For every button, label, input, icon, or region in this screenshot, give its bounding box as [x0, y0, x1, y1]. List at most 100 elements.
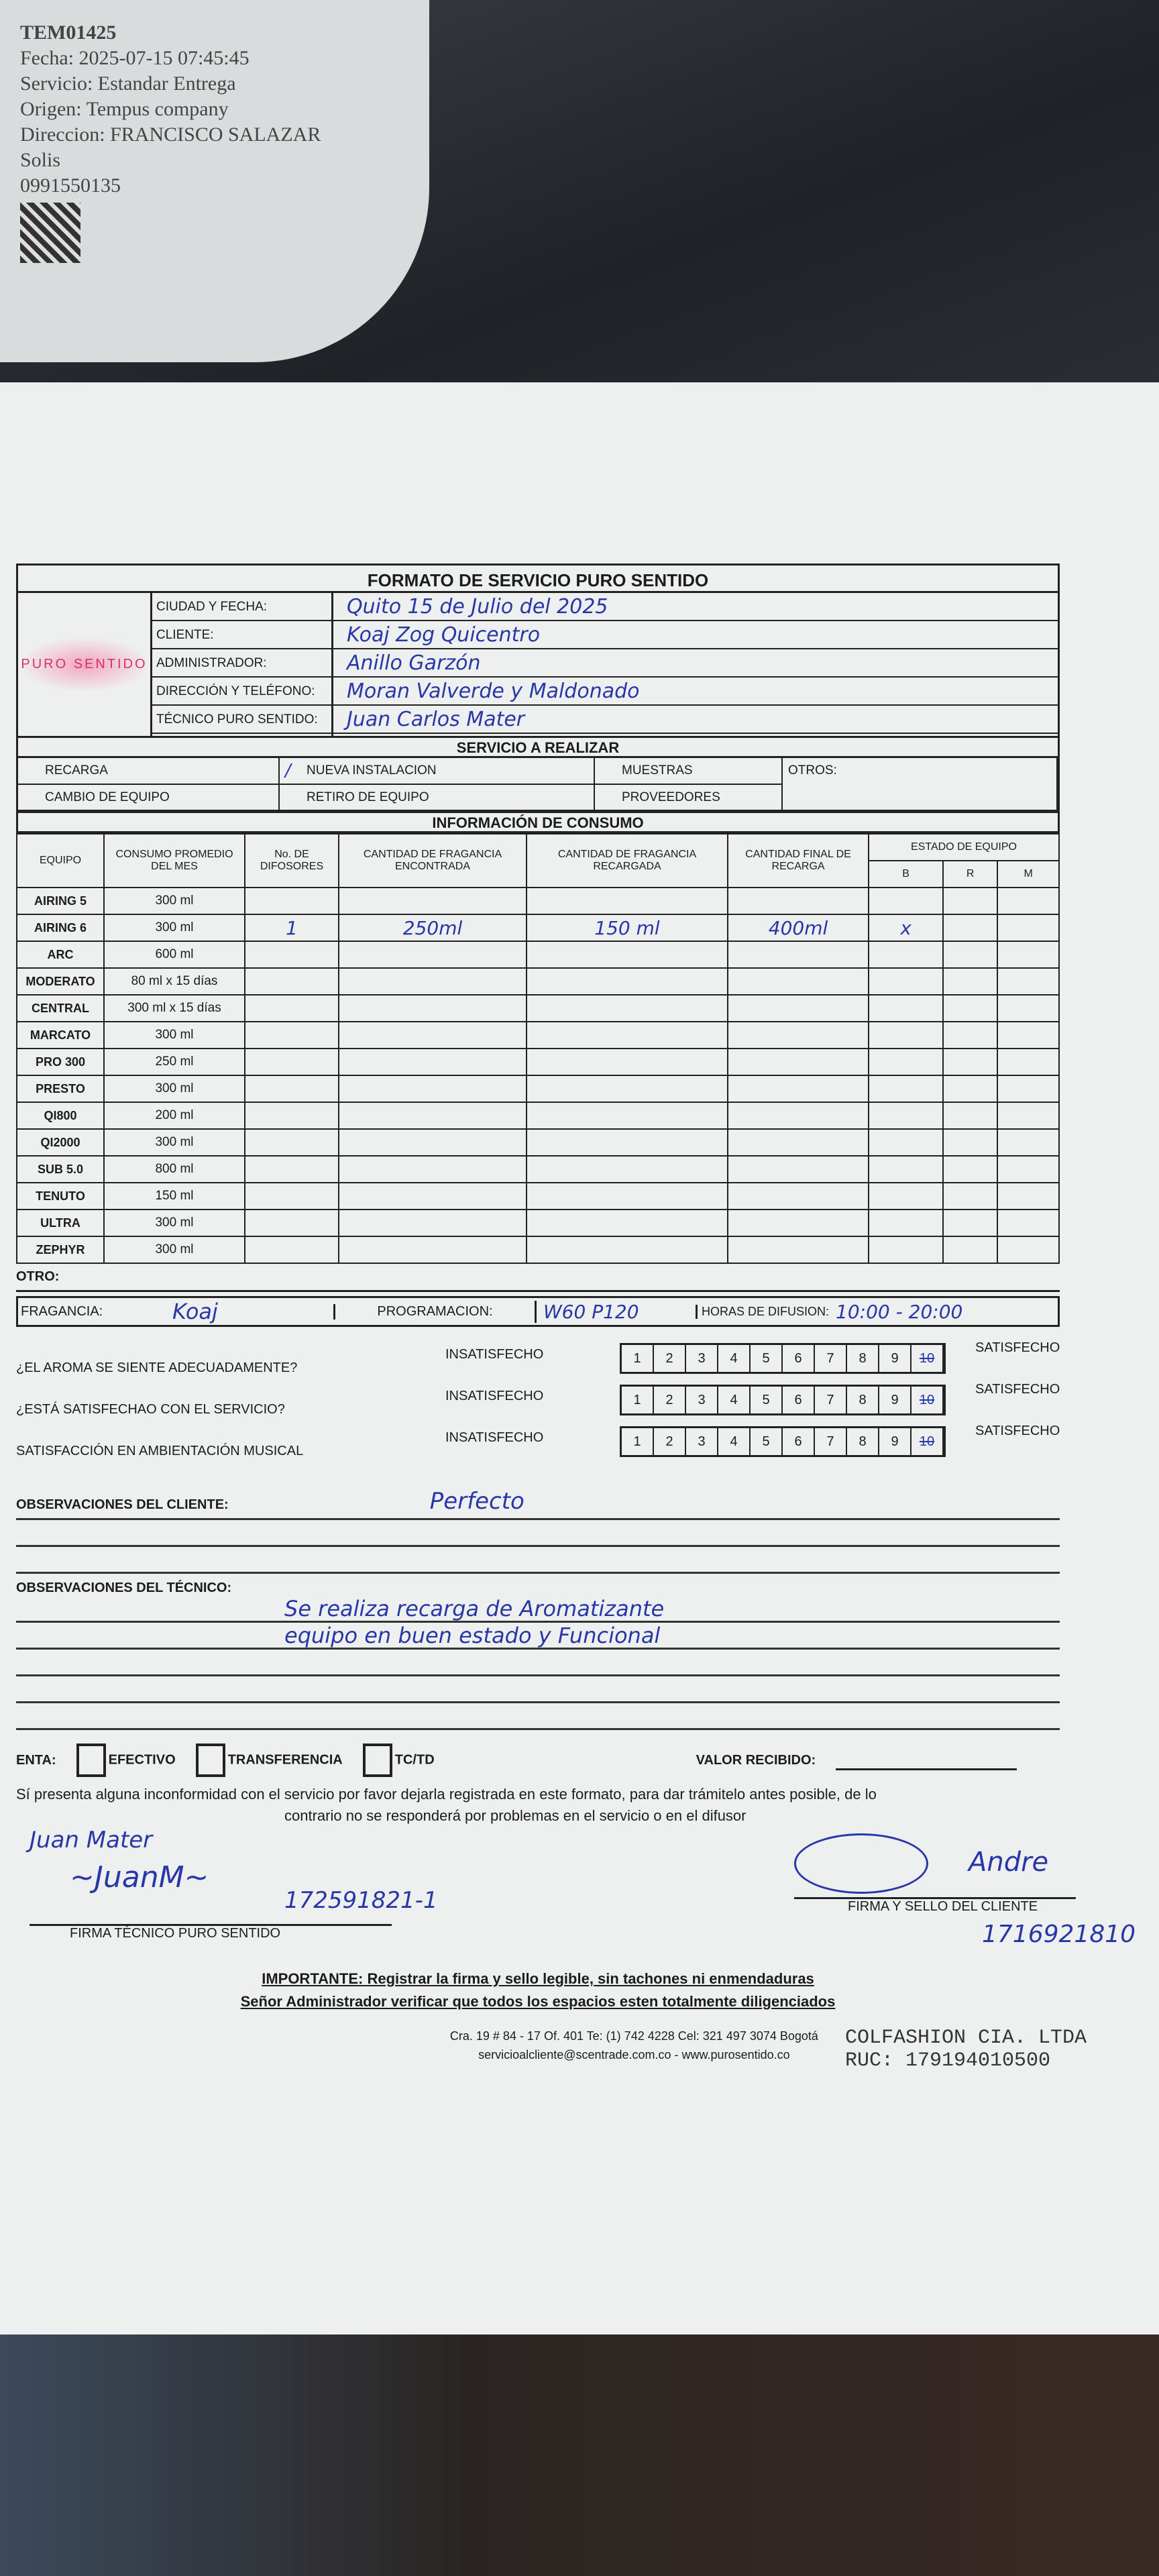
table-cell[interactable]: [997, 1021, 1060, 1049]
table-cell[interactable]: [727, 1048, 869, 1076]
table-cell[interactable]: [338, 1182, 527, 1210]
table-cell[interactable]: 150 ml: [526, 914, 728, 942]
rating-option[interactable]: 6: [783, 1428, 815, 1455]
table-cell[interactable]: [526, 1209, 728, 1237]
rating-option[interactable]: 10: [912, 1345, 944, 1372]
table-cell[interactable]: [244, 1021, 339, 1049]
table-cell[interactable]: [338, 1155, 527, 1183]
payment-transferencia[interactable]: TRANSFERENCIA: [195, 1743, 343, 1777]
table-cell[interactable]: [997, 1075, 1060, 1103]
table-cell[interactable]: [727, 994, 869, 1022]
table-cell[interactable]: [338, 994, 527, 1022]
option-cambio-equipo[interactable]: CAMBIO DE EQUIPO: [18, 784, 280, 811]
rating-option[interactable]: 7: [815, 1387, 847, 1413]
table-cell[interactable]: [997, 1182, 1060, 1210]
table-cell[interactable]: [867, 887, 944, 915]
table-cell[interactable]: [727, 1128, 869, 1157]
payment-tctd[interactable]: TC/TD: [362, 1743, 435, 1777]
table-cell[interactable]: [244, 887, 339, 915]
rating-option[interactable]: 6: [783, 1345, 815, 1372]
table-cell[interactable]: [942, 1075, 999, 1103]
table-cell[interactable]: [867, 941, 944, 969]
table-cell[interactable]: [942, 941, 999, 969]
header-value[interactable]: Quito 15 de Julio del 2025: [333, 593, 1058, 621]
table-cell[interactable]: [942, 1182, 999, 1210]
header-value[interactable]: Moran Valverde y Maldonado: [333, 678, 1058, 706]
rating-option[interactable]: 3: [686, 1428, 718, 1455]
table-cell[interactable]: [526, 1155, 728, 1183]
table-cell[interactable]: [997, 994, 1060, 1022]
rating-option[interactable]: 8: [847, 1345, 879, 1372]
rating-option[interactable]: 4: [718, 1387, 751, 1413]
table-cell[interactable]: [997, 887, 1060, 915]
rating-option[interactable]: 9: [879, 1345, 912, 1372]
table-cell[interactable]: [244, 1128, 339, 1157]
obs-tecnico-line[interactable]: equipo en buen estado y Funcional: [16, 1623, 1060, 1650]
rating-option[interactable]: 4: [718, 1345, 751, 1372]
table-cell[interactable]: [526, 994, 728, 1022]
table-cell[interactable]: [942, 1048, 999, 1076]
table-cell[interactable]: [338, 1102, 527, 1130]
rating-option[interactable]: 2: [654, 1428, 686, 1455]
table-cell[interactable]: [244, 967, 339, 996]
table-cell[interactable]: [526, 1021, 728, 1049]
rating-option[interactable]: 5: [751, 1428, 783, 1455]
fragancia-value[interactable]: Koaj: [172, 1299, 218, 1324]
rating-option[interactable]: 7: [815, 1428, 847, 1455]
rating-option[interactable]: 7: [815, 1345, 847, 1372]
table-cell[interactable]: [244, 1209, 339, 1237]
table-cell[interactable]: [526, 1236, 728, 1264]
table-cell[interactable]: [727, 941, 869, 969]
table-cell[interactable]: 400ml: [727, 914, 869, 942]
table-cell[interactable]: [942, 967, 999, 996]
table-cell[interactable]: [338, 887, 527, 915]
table-cell[interactable]: [942, 1102, 999, 1130]
table-cell[interactable]: [997, 914, 1060, 942]
table-cell[interactable]: [997, 1128, 1060, 1157]
rating-option[interactable]: 8: [847, 1428, 879, 1455]
table-cell[interactable]: [867, 967, 944, 996]
table-cell[interactable]: [526, 1128, 728, 1157]
table-cell[interactable]: [867, 1182, 944, 1210]
table-cell[interactable]: [244, 1102, 339, 1130]
rating-option[interactable]: 8: [847, 1387, 879, 1413]
rating-option[interactable]: 3: [686, 1345, 718, 1372]
table-cell[interactable]: [244, 1155, 339, 1183]
table-cell[interactable]: [942, 887, 999, 915]
table-cell[interactable]: [727, 1182, 869, 1210]
option-nueva-instalacion[interactable]: / NUEVA INSTALACION: [280, 758, 595, 785]
table-cell[interactable]: [338, 967, 527, 996]
obs-cliente-value[interactable]: Perfecto: [429, 1488, 525, 1515]
table-cell[interactable]: [942, 914, 999, 942]
table-cell[interactable]: [338, 1048, 527, 1076]
table-cell[interactable]: [244, 941, 339, 969]
payment-efectivo[interactable]: EFECTIVO: [76, 1743, 176, 1777]
table-cell[interactable]: [942, 1155, 999, 1183]
option-retiro-equipo[interactable]: RETIRO DE EQUIPO: [280, 784, 595, 811]
table-cell[interactable]: [244, 1182, 339, 1210]
table-cell[interactable]: [338, 941, 527, 969]
table-cell[interactable]: [526, 1182, 728, 1210]
table-cell[interactable]: [942, 1128, 999, 1157]
rating-option[interactable]: 1: [622, 1345, 654, 1372]
table-cell[interactable]: [727, 1209, 869, 1237]
option-muestras[interactable]: MUESTRAS: [595, 758, 783, 785]
table-cell[interactable]: [526, 1102, 728, 1130]
option-otros[interactable]: OTROS:: [783, 758, 1058, 811]
table-cell[interactable]: [727, 1102, 869, 1130]
table-cell[interactable]: [244, 1075, 339, 1103]
table-cell[interactable]: [526, 1075, 728, 1103]
programacion-value[interactable]: W60 P120: [535, 1300, 696, 1323]
table-cell[interactable]: [867, 1102, 944, 1130]
rating-option[interactable]: 1: [622, 1428, 654, 1455]
header-value[interactable]: Juan Carlos Mater: [333, 706, 1058, 734]
table-cell[interactable]: [338, 1128, 527, 1157]
table-cell[interactable]: [997, 1102, 1060, 1130]
table-cell[interactable]: [526, 941, 728, 969]
table-cell[interactable]: [942, 1209, 999, 1237]
rating-option[interactable]: 9: [879, 1428, 912, 1455]
table-cell[interactable]: [942, 994, 999, 1022]
table-cell[interactable]: [526, 967, 728, 996]
table-cell[interactable]: [997, 1155, 1060, 1183]
table-cell[interactable]: x: [867, 914, 944, 942]
